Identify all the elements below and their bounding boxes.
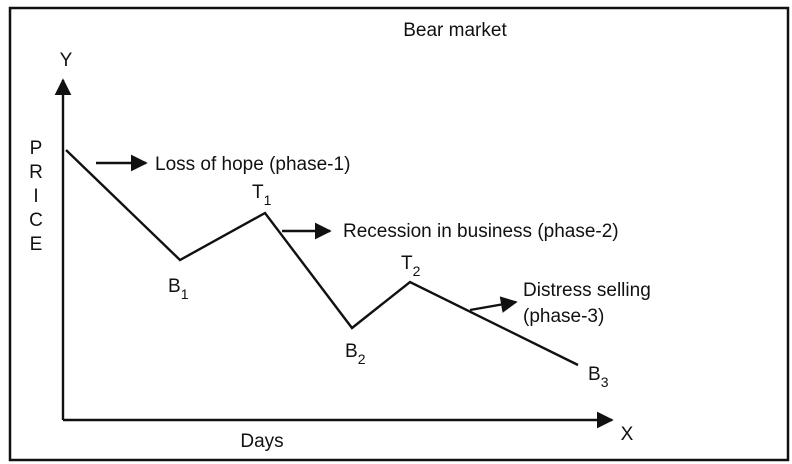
arrow — [469, 296, 518, 313]
price-line — [65, 149, 579, 367]
title: Bear market — [403, 20, 507, 41]
annotation: Loss of hope (phase-1) — [155, 154, 350, 175]
point-letter: T — [401, 253, 413, 274]
annotation: Distress selling — [523, 280, 651, 301]
point-sub: 3 — [601, 374, 609, 390]
point-sub: 1 — [264, 192, 272, 208]
point-letter: B — [168, 276, 181, 297]
point-sub: 1 — [181, 286, 189, 302]
x-axis-label: Days — [240, 431, 283, 452]
point-letter: B — [588, 364, 601, 385]
annotation: Recession in business (phase-2) — [343, 221, 619, 242]
point-letter: B — [345, 341, 358, 362]
point-letter: T — [252, 182, 264, 203]
point-label: B2 — [345, 341, 366, 367]
point-sub: 2 — [413, 263, 421, 279]
y-axis-letter: Y — [60, 50, 73, 71]
point-label: B3 — [588, 364, 609, 390]
frame — [8, 6, 790, 462]
annotation: (phase-3) — [523, 306, 604, 327]
point-sub: 2 — [358, 351, 366, 367]
point-label: T2 — [401, 253, 421, 279]
x-axis-letter: X — [621, 424, 634, 445]
point-label: T1 — [252, 182, 272, 208]
point-label: B1 — [168, 276, 189, 302]
